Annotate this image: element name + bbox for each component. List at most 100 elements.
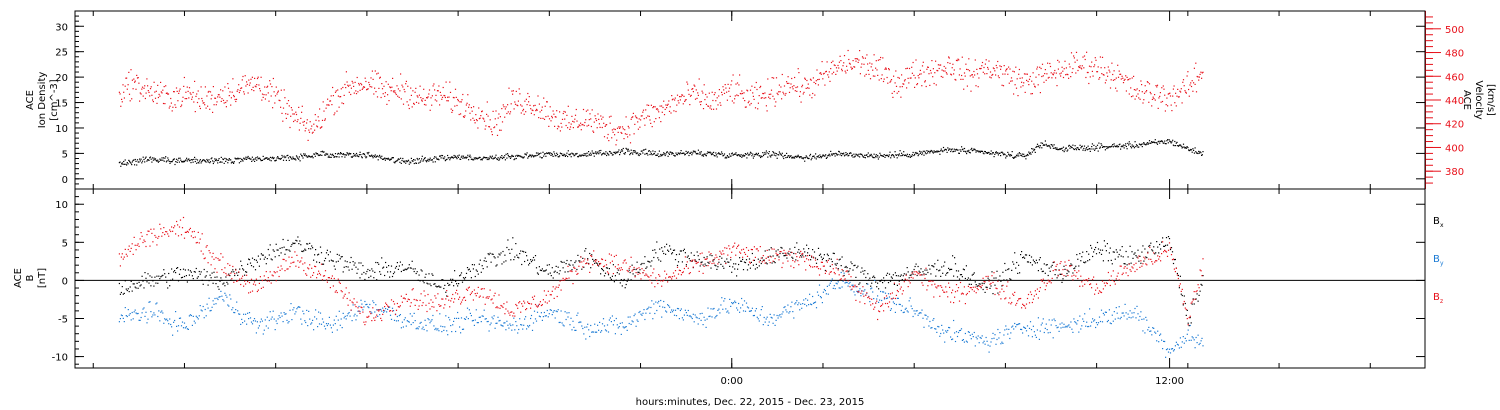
bx-point [386, 266, 388, 268]
density-point [932, 151, 934, 153]
velocity-point [1099, 77, 1101, 79]
velocity-point [205, 107, 207, 109]
bx-point [1135, 255, 1137, 257]
by-point [789, 311, 791, 313]
by-point [383, 311, 385, 313]
velocity-point [314, 114, 316, 116]
velocity-point [532, 109, 534, 112]
density-point [577, 156, 579, 158]
density-point [1178, 144, 1180, 147]
by-point [210, 309, 212, 312]
bx-point [648, 261, 650, 263]
density-point [921, 152, 924, 154]
density-point [806, 156, 808, 158]
velocity-point [880, 56, 882, 59]
bx-point [280, 252, 282, 254]
density-point [1174, 140, 1176, 143]
velocity-point [924, 80, 926, 82]
velocity-point [149, 95, 151, 97]
by-point [342, 312, 344, 314]
density-point [282, 156, 284, 158]
density-point [786, 152, 788, 154]
by-point [594, 323, 596, 325]
velocity-point [757, 108, 759, 110]
bx-point [667, 249, 669, 251]
bx-point [646, 266, 648, 268]
by-point [863, 290, 865, 292]
velocity-point [674, 99, 676, 101]
velocity-point [759, 86, 761, 89]
bx-point [936, 268, 938, 271]
velocity-point [201, 97, 203, 100]
by-point [608, 319, 610, 321]
bx-point [446, 295, 448, 297]
density-point [876, 156, 878, 158]
by-point [226, 296, 228, 298]
density-point [202, 159, 204, 161]
velocity-point [412, 90, 414, 92]
velocity-point [269, 80, 271, 82]
density-point [292, 156, 294, 158]
by-point [147, 318, 149, 320]
velocity-point [803, 91, 805, 93]
by-point [431, 319, 433, 321]
velocity-point [1180, 91, 1182, 93]
bx-point [910, 274, 912, 276]
by-point [437, 328, 439, 330]
density-point [863, 156, 865, 158]
velocity-point [154, 97, 157, 99]
by-point [854, 294, 856, 296]
density-point [1200, 152, 1202, 154]
velocity-point [908, 82, 910, 84]
by-point [792, 311, 794, 313]
bx-point [1048, 267, 1050, 269]
density-point [1170, 142, 1172, 144]
bx-point [881, 279, 883, 281]
bx-point [389, 271, 392, 273]
bx-point [772, 255, 774, 257]
velocity-point [423, 88, 425, 90]
density-axis-label-line3: [cm^-3] [49, 79, 60, 120]
bx-point [364, 278, 366, 281]
velocity-point [1068, 77, 1070, 79]
velocity-point [522, 108, 525, 110]
by-point [618, 326, 620, 328]
density-point [326, 154, 328, 156]
velocity-point [707, 105, 709, 107]
bx-point [311, 245, 313, 247]
density-point [768, 151, 770, 153]
density-point [685, 150, 687, 152]
bx-point [967, 277, 969, 279]
bx-point [1066, 272, 1068, 275]
bx-point [1034, 262, 1036, 264]
density-point [1055, 147, 1057, 149]
bx-point [787, 252, 789, 254]
density-point [148, 159, 150, 161]
density-point [318, 154, 320, 157]
density-point [778, 151, 780, 153]
velocity-point [1109, 87, 1112, 89]
density-point [246, 158, 248, 160]
by-point [514, 329, 516, 331]
density-point [1030, 153, 1032, 155]
bx-point [842, 270, 844, 272]
bx-point [917, 265, 919, 268]
velocity-point [439, 91, 441, 93]
bx-point [598, 265, 600, 267]
bx-point [1163, 245, 1165, 247]
bx-point [1025, 254, 1028, 256]
bx-point [520, 250, 522, 252]
bx-point [206, 271, 208, 273]
density-point [232, 161, 234, 164]
velocity-point [1065, 74, 1067, 76]
velocity-point [930, 72, 932, 74]
bx-point [915, 263, 917, 265]
density-point [127, 163, 129, 165]
bx-point [489, 252, 491, 254]
velocity-point [1155, 85, 1157, 87]
bx-point [600, 273, 602, 275]
density-point [118, 162, 120, 164]
velocity-point [1019, 77, 1021, 79]
density-point [1137, 146, 1139, 148]
